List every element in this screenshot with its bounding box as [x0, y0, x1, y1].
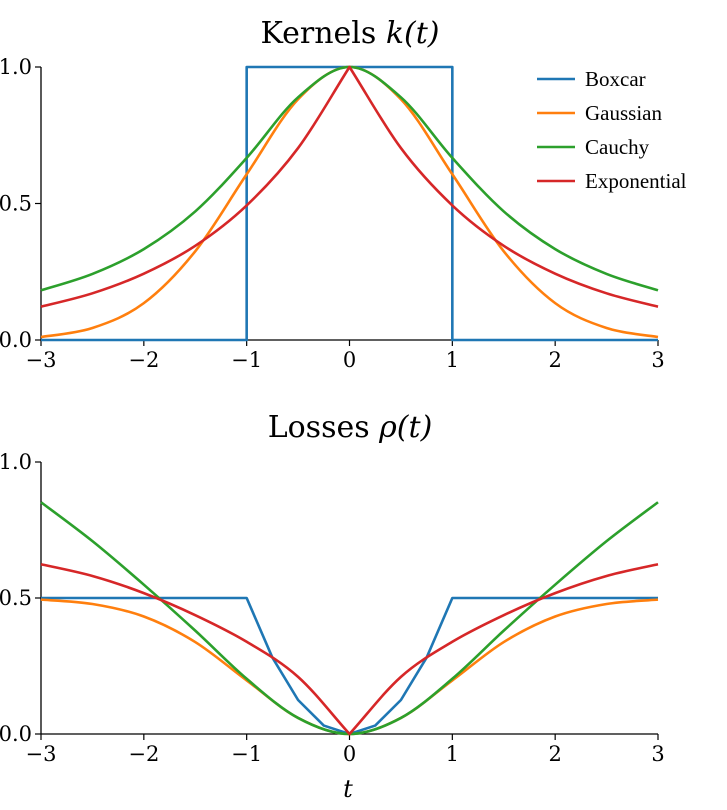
x-tick-label: 0 [343, 348, 356, 372]
kernels-title: Kernels k(t) [261, 16, 440, 51]
x-tick-label: −2 [128, 348, 159, 372]
x-tick-label: 3 [651, 348, 664, 372]
x-tick-label: 3 [651, 742, 664, 766]
x-tick-label: −1 [231, 742, 262, 766]
y-tick-label: 0.0 [0, 722, 32, 746]
legend-label: Boxcar [585, 67, 646, 91]
legend-label: Cauchy [585, 135, 650, 159]
boxcar-line [41, 65, 658, 342]
x-tick-label: 2 [548, 742, 561, 766]
losses-panel: Losses ρ(t) −3 −2 −1 0 1 2 3 0.0 0.5 1.0 [0, 410, 665, 766]
y-tick-label: 1.0 [0, 55, 32, 79]
boxcar-line [41, 596, 658, 736]
legend: Boxcar Gaussian Cauchy Exponential [537, 67, 687, 193]
y-tick-label: 0.0 [0, 328, 32, 352]
y-tick-label: 0.5 [0, 192, 32, 216]
x-tick-label: 1 [446, 742, 459, 766]
x-axis-label: t [343, 775, 353, 803]
kernels-panel: Kernels k(t) −3 −2 −1 0 1 2 3 0.0 0.5 1.0 [0, 16, 665, 372]
legend-label: Exponential [585, 169, 687, 193]
exponential-line [40, 563, 659, 736]
losses-title: Losses ρ(t) [268, 410, 433, 445]
gaussian-line [40, 65, 659, 339]
x-tick-label: −3 [26, 742, 57, 766]
x-tick-label: −1 [231, 348, 262, 372]
x-tick-label: 1 [446, 348, 459, 372]
cauchy-line [40, 65, 659, 292]
x-tick-label: 0 [343, 742, 356, 766]
y-tick-label: 1.0 [0, 450, 32, 474]
cauchy-line [40, 501, 659, 736]
x-tick-label: 2 [548, 348, 561, 372]
x-tick-label: −3 [26, 348, 57, 372]
legend-label: Gaussian [585, 101, 662, 125]
y-tick-label: 0.5 [0, 586, 32, 610]
exponential-line [40, 65, 659, 308]
gaussian-line [40, 598, 659, 736]
x-tick-label: −2 [128, 742, 159, 766]
